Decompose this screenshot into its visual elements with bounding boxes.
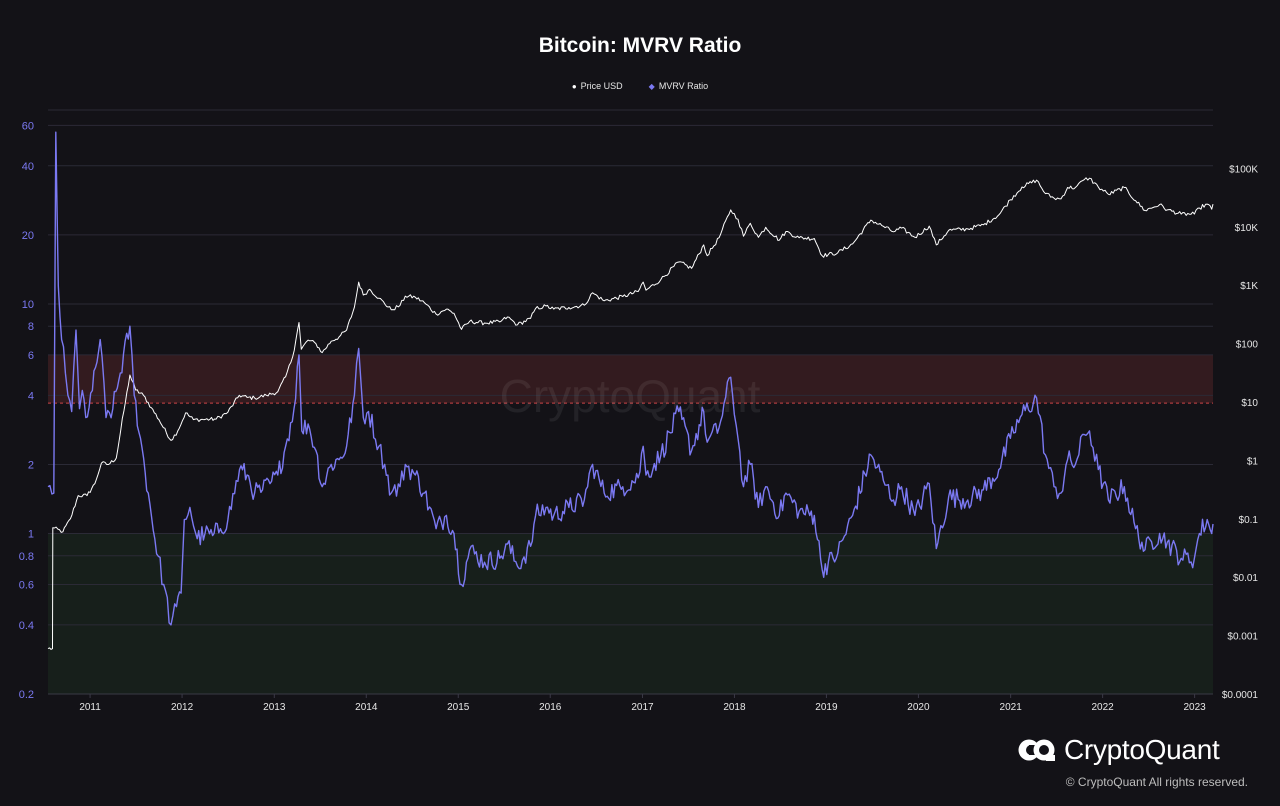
x-tick-label: 2019 xyxy=(815,702,838,713)
mvrv-ratio-line xyxy=(47,131,1214,626)
x-tick-label: 2020 xyxy=(907,702,930,713)
price-usd-line xyxy=(47,177,1214,650)
left-tick-label: 2 xyxy=(28,459,34,471)
right-tick-label: $0.1 xyxy=(1239,515,1259,526)
right-tick-label: $1K xyxy=(1240,281,1258,292)
left-tick-label: 0.6 xyxy=(19,579,34,591)
zone-layer xyxy=(48,354,1213,694)
left-tick-label: 10 xyxy=(22,299,34,311)
right-tick-label: $0.001 xyxy=(1227,632,1258,643)
left-tick-label: 60 xyxy=(22,120,34,132)
left-tick-label: 0.4 xyxy=(19,620,34,632)
left-tick-label: 1 xyxy=(28,529,34,541)
x-tick-label: 2011 xyxy=(79,702,101,713)
left-tick-label: 6 xyxy=(28,350,34,362)
x-tick-label: 2023 xyxy=(1183,702,1206,713)
watermark: CryptoQuant xyxy=(500,370,761,422)
left-tick-label: 0.8 xyxy=(19,551,34,563)
right-tick-label: $10K xyxy=(1235,223,1259,234)
left-tick-label: 20 xyxy=(22,230,34,242)
legend-label-price: Price USD xyxy=(580,81,623,91)
x-tick-label: 2015 xyxy=(447,702,470,713)
chart-title: Bitcoin: MVRV Ratio xyxy=(538,34,742,57)
right-axis-ticks: $100K $10K $1K $100 $10 $1 $0.1 $0.01 $0.001 $0.0… xyxy=(1222,164,1259,701)
legend-marker-price: ● xyxy=(571,81,577,91)
left-tick-label: 40 xyxy=(22,161,34,173)
legend-item-mvrv[interactable]: ◆ MVRV Ratio xyxy=(649,81,709,91)
x-axis-ticks: 2011 2012 2013 2014 2015 2016 2017 2018 2019 2020… xyxy=(48,693,1213,713)
x-tick-label: 2014 xyxy=(355,702,378,713)
right-tick-label: $0.01 xyxy=(1233,573,1258,584)
legend-item-price[interactable]: ● Price USD xyxy=(572,81,623,91)
left-axis-ticks: 60 40 20 10 8 6 4 2 1 0.8 0.6 0.4 0.2 xyxy=(19,120,34,701)
x-tick-label: 2017 xyxy=(631,702,654,713)
brand: CryptoQuant xyxy=(1018,734,1220,766)
legend-marker-mvrv: ◆ xyxy=(648,81,655,91)
brand-name: CryptoQuant xyxy=(1064,734,1220,765)
left-tick-label: 0.2 xyxy=(19,689,34,701)
x-tick-label: 2012 xyxy=(171,702,194,713)
x-tick-label: 2013 xyxy=(263,702,286,713)
x-tick-label: 2018 xyxy=(723,702,746,713)
left-tick-label: 8 xyxy=(28,321,34,333)
right-tick-label: $1 xyxy=(1247,456,1259,467)
right-tick-label: $10 xyxy=(1241,398,1258,409)
chart-legend: ● Price USD ◆ MVRV Ratio xyxy=(0,81,1280,91)
left-tick-label: 4 xyxy=(28,390,34,402)
cryptoquant-logo-icon xyxy=(1018,739,1055,761)
right-tick-label: $0.0001 xyxy=(1222,690,1259,701)
undervalued-zone xyxy=(48,533,1213,694)
x-tick-label: 2022 xyxy=(1091,702,1114,713)
x-tick-label: 2016 xyxy=(539,702,562,713)
x-tick-label: 2021 xyxy=(1000,702,1023,713)
right-tick-label: $100 xyxy=(1236,340,1259,351)
series-layer xyxy=(47,131,1214,650)
copyright-text: © CryptoQuant All rights reserved. xyxy=(1065,775,1248,789)
legend-label-mvrv: MVRV Ratio xyxy=(658,81,709,91)
right-tick-label: $100K xyxy=(1229,164,1258,175)
